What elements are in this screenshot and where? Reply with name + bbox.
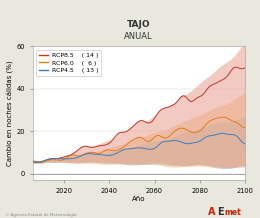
Legend: RCP8.5    ( 14 ), RCP6.0    (  6 ), RCP4.5    ( 13 ): RCP8.5 ( 14 ), RCP6.0 ( 6 ), RCP4.5 ( 13… [36, 50, 101, 76]
Text: met: met [224, 208, 241, 217]
X-axis label: Año: Año [132, 196, 146, 202]
Text: E: E [217, 207, 224, 217]
Text: © Agencia Estatal de Meteorología: © Agencia Estatal de Meteorología [5, 213, 77, 217]
Text: A: A [208, 207, 216, 217]
Text: ANUAL: ANUAL [125, 32, 153, 41]
Text: TAJO: TAJO [127, 20, 151, 29]
Y-axis label: Cambio en noches cálidas (%): Cambio en noches cálidas (%) [7, 60, 14, 166]
